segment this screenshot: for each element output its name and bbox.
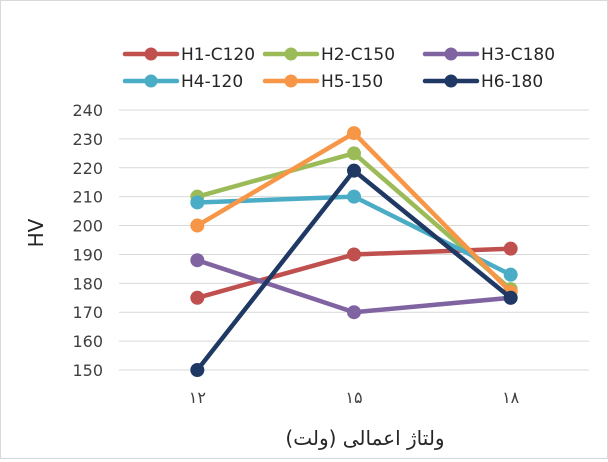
- series-line: [195, 194, 513, 277]
- data-point: [503, 241, 518, 256]
- y-tick-labels: 150 160 170 180 190 200 210 220 230 240: [72, 101, 103, 380]
- data-point: [190, 253, 205, 268]
- data-point: [503, 290, 518, 305]
- legend-marker: [144, 47, 158, 61]
- legend-marker: [144, 74, 158, 88]
- data-point: [190, 195, 205, 210]
- series-lines: [190, 126, 518, 377]
- data-point: [503, 267, 518, 282]
- data-point: [347, 189, 361, 204]
- legend-label: H2-C150: [321, 45, 395, 65]
- data-point: [190, 218, 205, 233]
- data-point: [347, 126, 361, 141]
- legend-label: H6-180: [481, 72, 543, 92]
- x-tick-label: ۱۸: [502, 388, 520, 407]
- x-tick-labels: ۱۲ ۱۵ ۱۸: [189, 388, 520, 407]
- legend-label: H4-120: [181, 72, 243, 92]
- data-point: [190, 290, 205, 305]
- y-tick-label: 210: [72, 188, 103, 207]
- y-tick-label: 220: [72, 159, 103, 178]
- legend-label: H5-150: [321, 72, 383, 92]
- legend-label: H3-C180: [481, 45, 555, 65]
- y-axis-title: HV: [24, 218, 48, 247]
- y-tick-label: 180: [72, 274, 103, 293]
- x-tick-label: ۱۵: [345, 388, 362, 407]
- legend-marker: [444, 74, 458, 88]
- legend-marker: [444, 47, 458, 61]
- data-point: [347, 146, 361, 161]
- y-tick-label: 200: [72, 217, 103, 236]
- legend-marker: [284, 74, 298, 88]
- x-tick-label: ۱۲: [189, 388, 206, 407]
- legend-label: H1-C120: [181, 45, 255, 65]
- data-point: [347, 305, 361, 320]
- data-point: [190, 363, 205, 377]
- y-tick-label: 190: [72, 245, 103, 264]
- legend: H1-C120 H2-C150 H3-C180 H4-120 H5-150 H6-180: [122, 45, 555, 92]
- data-point: [347, 247, 361, 262]
- y-tick-label: 150: [72, 361, 103, 380]
- y-tick-label: 230: [72, 130, 103, 149]
- legend-marker: [284, 47, 298, 61]
- y-tick-label: 160: [72, 332, 103, 351]
- data-point: [347, 163, 361, 178]
- y-tick-label: 170: [72, 303, 103, 322]
- y-tick-label: 240: [72, 101, 103, 120]
- x-axis-title: ولتاژ اعمالی (ولت): [285, 426, 444, 450]
